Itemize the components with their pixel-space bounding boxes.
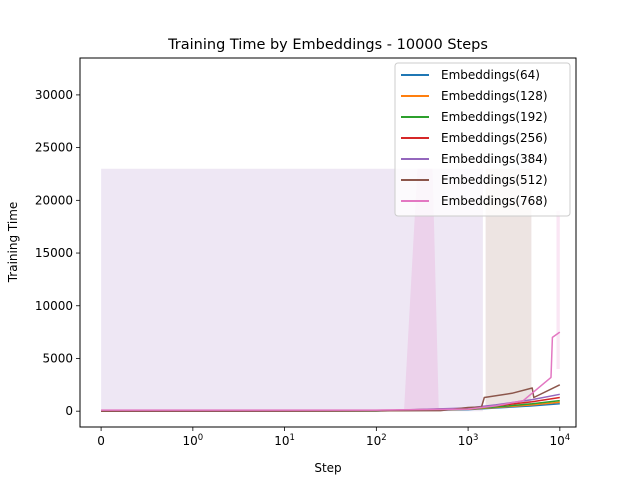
legend-label: Embeddings(128): [441, 89, 548, 103]
legend-label: Embeddings(256): [441, 131, 548, 145]
confidence-band-3: [485, 168, 532, 407]
legend: Embeddings(64) Embeddings(128) Embeddings(…: [394, 62, 571, 217]
y-tick-label: 25000: [35, 141, 73, 155]
confidence-band-4: [556, 210, 560, 369]
legend-label: Embeddings(384): [441, 152, 548, 166]
x-tick-label: 0: [97, 434, 105, 448]
legend-label: Embeddings(64): [441, 68, 540, 82]
series-line-embeddings768: [101, 331, 561, 411]
chart-title: Training Time by Embeddings - 10000 Step…: [167, 37, 488, 53]
x-axis-label: Step: [314, 461, 341, 475]
plot-area: [101, 168, 561, 412]
y-tick-label: 30000: [35, 88, 73, 102]
y-tick-label: 5000: [42, 351, 73, 365]
y-tick-label: 20000: [35, 193, 73, 207]
legend-label: Embeddings(192): [441, 110, 548, 124]
y-tick-label: 10000: [35, 299, 73, 313]
legend-label: Embeddings(512): [441, 173, 548, 187]
y-axis-label: Training Time: [6, 202, 20, 284]
y-tick-label: 0: [65, 404, 73, 418]
legend-label: Embeddings(768): [441, 194, 548, 208]
confidence-band-1: [101, 168, 483, 412]
y-tick-label: 15000: [35, 246, 73, 260]
axes-frame: [79, 57, 577, 428]
confidence-band-2: [404, 168, 439, 412]
legend-box: [394, 62, 571, 217]
